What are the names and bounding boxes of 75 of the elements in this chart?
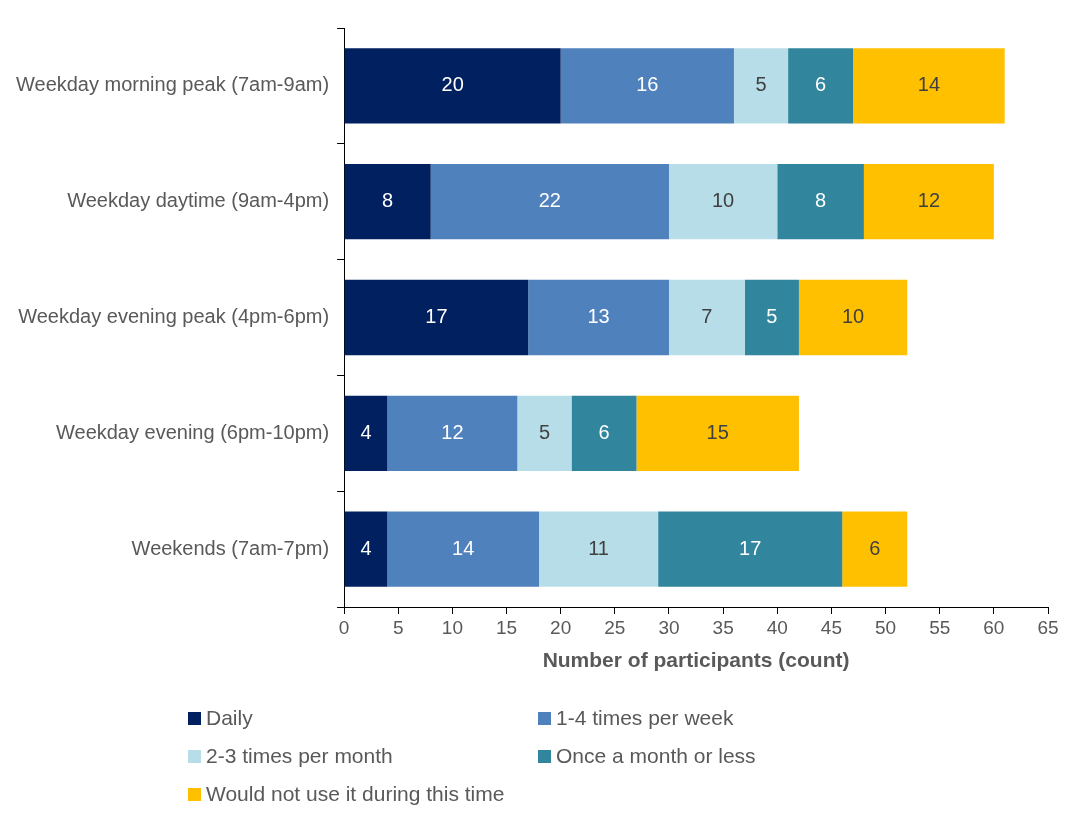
data-label: 5 [755,73,767,96]
data-label: 4 [360,420,372,443]
x-tick-label: 5 [392,616,404,638]
bar [539,511,659,587]
bar [668,279,745,356]
x-tick-label: 20 [550,616,572,638]
y-tick-label: Weekday morning peak (7am-9am) [15,73,330,96]
x-tick-label: 25 [604,616,626,638]
data-label: 5 [538,420,550,443]
x-tick-label: 50 [874,616,897,638]
data-label: 13 [587,305,610,328]
x-tick-label: 0 [338,616,350,638]
data-label: 6 [815,73,827,96]
legend-label: Daily [206,706,253,730]
data-label: 5 [766,305,778,328]
bar [853,48,1005,124]
data-label: 8 [382,189,394,212]
data-label: 15 [706,420,729,443]
bar [344,48,561,124]
data-label: 17 [739,536,762,559]
bar [517,395,572,471]
data-label: 10 [712,189,735,212]
bar [733,48,789,124]
legend-label: Once a month or less [556,744,756,768]
legend-label: 2-3 times per month [206,744,393,768]
bar [387,395,518,471]
x-tick-label: 65 [1037,616,1059,638]
bar [528,279,669,356]
x-tick-label: 35 [712,616,734,638]
x-tick-label: 60 [983,616,1005,638]
bar [744,279,799,356]
data-label: 17 [425,305,448,328]
data-label: 22 [538,189,561,212]
data-label: 4 [360,536,372,559]
x-tick-label: 55 [929,616,951,638]
bar [636,395,799,471]
bar [658,511,843,587]
data-label: 20 [441,73,464,96]
data-label: 10 [841,305,865,328]
bar [344,279,529,356]
bar [842,511,908,587]
legend-label: 1-4 times per week [556,706,734,730]
bar [777,164,864,240]
data-label: 12 [917,189,940,212]
x-tick-label: 45 [820,616,842,638]
bar [571,395,637,471]
y-tick-label: Weekends (7am-7pm) [131,536,330,559]
bar [344,395,388,471]
data-label: 14 [452,536,475,559]
data-label: 6 [598,420,610,443]
x-axis-title: Number of participants (count) [542,648,850,672]
bar [560,48,734,124]
bar [430,164,669,240]
x-tick-label: 40 [766,616,788,638]
data-label: 7 [701,305,713,328]
data-label: 11 [588,536,609,559]
y-tick-label: Weekday evening peak (4pm-6pm) [18,305,330,328]
bar [387,511,540,587]
x-tick-label: 10 [441,616,463,638]
bar [344,511,388,587]
data-label: 8 [815,189,827,212]
bar [788,48,854,124]
data-label: 12 [441,420,464,443]
data-label: 14 [917,73,940,96]
bar [344,164,431,240]
x-tick-label: 30 [658,616,680,638]
bar [798,279,908,356]
y-tick-label: Weekday evening (6pm-10pm) [55,420,330,443]
legend-label: Would not use it during this time [206,782,505,806]
x-tick-label: 15 [495,616,518,638]
bar [863,164,994,240]
y-tick-label: Weekday daytime (9am-4pm) [67,189,330,212]
data-label: 6 [869,536,881,559]
bar [668,164,778,240]
data-label: 16 [636,73,659,96]
